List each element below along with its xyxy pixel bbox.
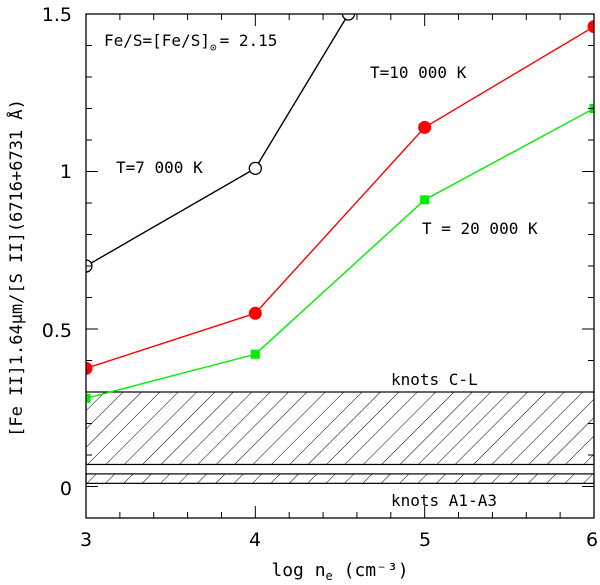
t7000-label: T=7 000 K <box>116 158 203 177</box>
knots-c-l-label: knots C-L <box>391 370 478 389</box>
point-2-0 <box>86 393 91 403</box>
point-1-1 <box>248 306 262 320</box>
t10000-label: T=10 000 K <box>370 63 467 82</box>
bands-layer <box>86 391 594 484</box>
series-layer <box>86 14 594 403</box>
point-1-3 <box>587 20 594 34</box>
axis-ticks <box>85 13 595 518</box>
knots-a1-a3-label: knots A1-A3 <box>391 491 497 510</box>
fe-s-annotation: Fe/S=[Fe/S]⊙ = 2.15 <box>104 31 277 54</box>
x-tick-label-5: 5 <box>419 529 431 551</box>
point-1-2 <box>418 120 432 134</box>
y-tick-label-0: 0 <box>60 478 72 500</box>
series-line-2 <box>86 107 594 399</box>
point-1-0 <box>86 361 93 375</box>
band-1 <box>86 473 594 484</box>
t20000-label: T = 20 000 K <box>422 219 538 238</box>
y-tick-label-1: 1 <box>60 161 72 183</box>
x-axis-title: log ne (cm⁻³) <box>271 560 408 583</box>
x-tick-label-3: 3 <box>80 529 92 551</box>
y-tick-label-0-5: 0.5 <box>42 320 72 342</box>
point-0-2 <box>341 14 356 21</box>
x-tick-label-4: 4 <box>249 529 261 551</box>
point-2-1 <box>250 349 260 359</box>
point-2-2 <box>420 195 430 205</box>
x-tick-label-6: 6 <box>586 529 598 551</box>
y-tick-label-1-5: 1.5 <box>42 4 72 26</box>
point-0-1 <box>248 161 262 176</box>
series-line-0 <box>86 14 350 267</box>
y-axis-title: [Fe II]1.64μm/[S II](6716+6731 Å) <box>5 99 27 437</box>
series-line-1 <box>86 25 594 370</box>
band-0 <box>86 391 594 466</box>
